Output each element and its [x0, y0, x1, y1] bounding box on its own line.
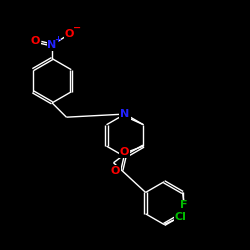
Text: O: O: [65, 29, 74, 39]
Text: +: +: [54, 35, 61, 44]
Text: Cl: Cl: [175, 212, 187, 222]
Text: N: N: [48, 40, 57, 50]
Text: O: O: [111, 166, 120, 176]
Text: −: −: [73, 23, 82, 33]
Text: O: O: [120, 147, 129, 157]
Text: N: N: [120, 109, 130, 119]
Text: F: F: [180, 200, 188, 210]
Text: O: O: [31, 36, 40, 46]
